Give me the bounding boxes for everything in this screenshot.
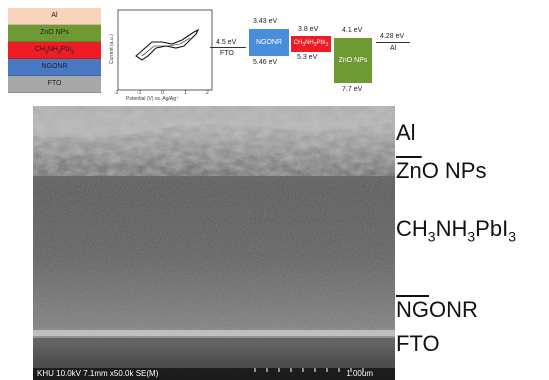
label-perovskite: CH3NH3PbI3 [396,216,516,244]
al-level-line [376,42,410,43]
label-zno-underlined: Zn [396,158,422,183]
label-perov-ch: CH [396,216,428,241]
label-perov-sub: 3 [427,228,436,245]
cv-xtick: -1 [137,90,142,96]
label-perov-sub: 3 [508,228,516,245]
al-level-label: Al [390,45,397,52]
label-ngonr-rest: ONR [429,297,478,322]
layer-zno: ZnO NPs [8,25,101,42]
sem-cross-section-image: KHU 10.0kV 7.1mm x50.0k SE(M) 1.00um [33,106,395,380]
cv-xlabel: Potential (V) vs. Ag/Ag⁺ [126,96,179,102]
cv-curve [135,28,200,61]
layer-perovskite: CH3NH3PbI3 [8,42,101,59]
cv-xtick: 0 [161,90,164,96]
layer-fto: FTO [8,76,101,93]
cv-plot-svg [117,9,213,91]
perov-top-value: 3.8 eV [298,26,319,33]
label-ngonr-underlined: NG [396,297,429,322]
label-zno-rest: O NPs [421,158,487,183]
cv-plot-frame [117,9,213,91]
label-fto: FTO [396,331,440,356]
layer-al: Al [8,8,101,25]
sem-ngonr-band [33,330,395,336]
al-level-value: 4.28 eV [380,33,405,40]
ngonr-box: NGONR [249,29,289,56]
ngonr-bottom-value: 5.46 eV [253,59,278,66]
label-al: Al [396,120,416,145]
label-zno: ZnO NPs [396,158,486,184]
label-perov-pbi: PbI [475,216,509,241]
cv-ylabel: Current (a.u.) [109,34,115,64]
cv-plot [106,6,216,106]
sem-scale-ticks [254,368,364,372]
label-ngonr: NGONR [396,297,478,323]
perov-box: CH3NH3PbI3 [291,36,331,52]
cv-xtick: -2 [114,90,119,96]
zno-box: ZnO NPs [334,38,372,83]
layer-perovskite-label: CH3NH3PbI3 [34,46,75,56]
sem-image-svg [33,106,395,380]
label-perov-nh: NH [435,216,468,241]
sem-info-bar [33,368,395,380]
sem-info-text: KHU 10.0kV 7.1mm x50.0k SE(M) [37,369,159,378]
cv-xtick: 1 [184,90,187,96]
label-perov-sub: 3 [467,228,476,245]
layer-ngonr: NGONR [8,59,101,76]
fto-level-value: 4.5 eV [216,39,237,46]
sem-scale-label: 1.00um [346,369,373,378]
perov-box-label: CH3NH3PbI3 [293,39,329,49]
fto-level-line [210,47,246,48]
zno-top-value: 4.1 eV [342,27,363,34]
cv-curve-inner [141,37,191,57]
fto-level-label: FTO [220,50,234,57]
perov-bottom-value: 5.3 eV [297,54,318,61]
cv-xtick: 2 [206,90,209,96]
zno-bottom-value: 7.7 eV [342,86,363,93]
ngonr-top-value: 3.43 eV [253,18,278,25]
device-layer-stack: Al ZnO NPs CH3NH3PbI3 NGONR FTO [8,8,101,93]
sem-al-band [33,106,395,138]
